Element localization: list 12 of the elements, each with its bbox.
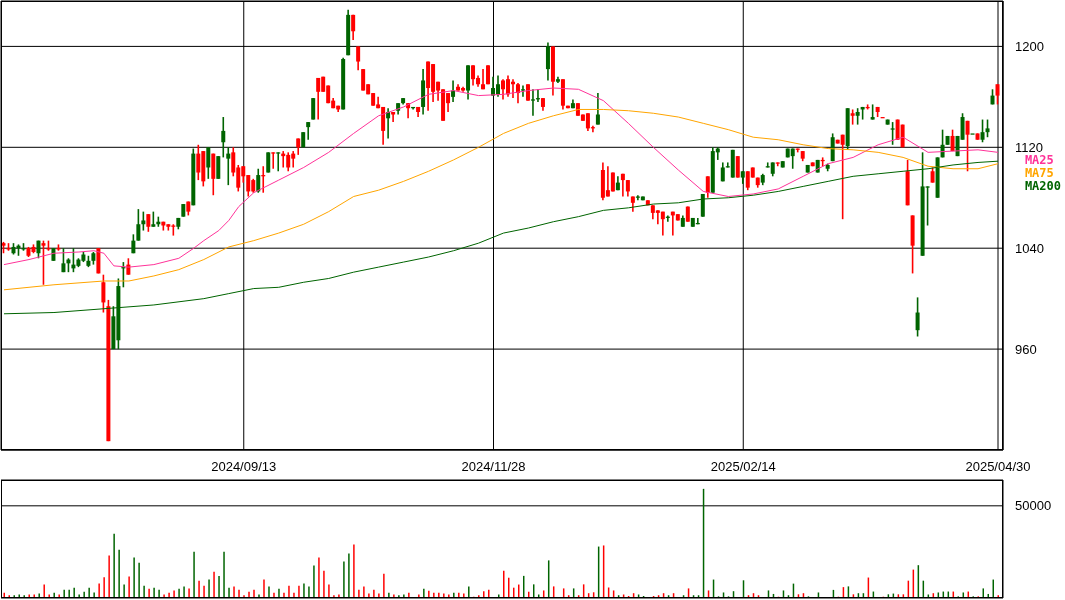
- y-tick-label: 50000: [1015, 498, 1052, 514]
- text: MA75: [1024, 166, 1055, 180]
- text: MA25: [1024, 153, 1055, 167]
- x-tick-label: 2025/04/30: [965, 459, 1031, 475]
- x-tick-label: 2024/09/13: [211, 459, 277, 475]
- text: MA200: [1024, 179, 1061, 193]
- y-tick-label: 1040: [1015, 240, 1044, 256]
- y-tick-label: 1120: [1015, 139, 1043, 155]
- y-tick-label: 960: [1015, 341, 1037, 357]
- x-tick-label: 2024/11/28: [461, 459, 526, 475]
- y-tick-label: 1200: [1015, 39, 1044, 55]
- x-tick-label: 2025/02/14: [710, 459, 776, 475]
